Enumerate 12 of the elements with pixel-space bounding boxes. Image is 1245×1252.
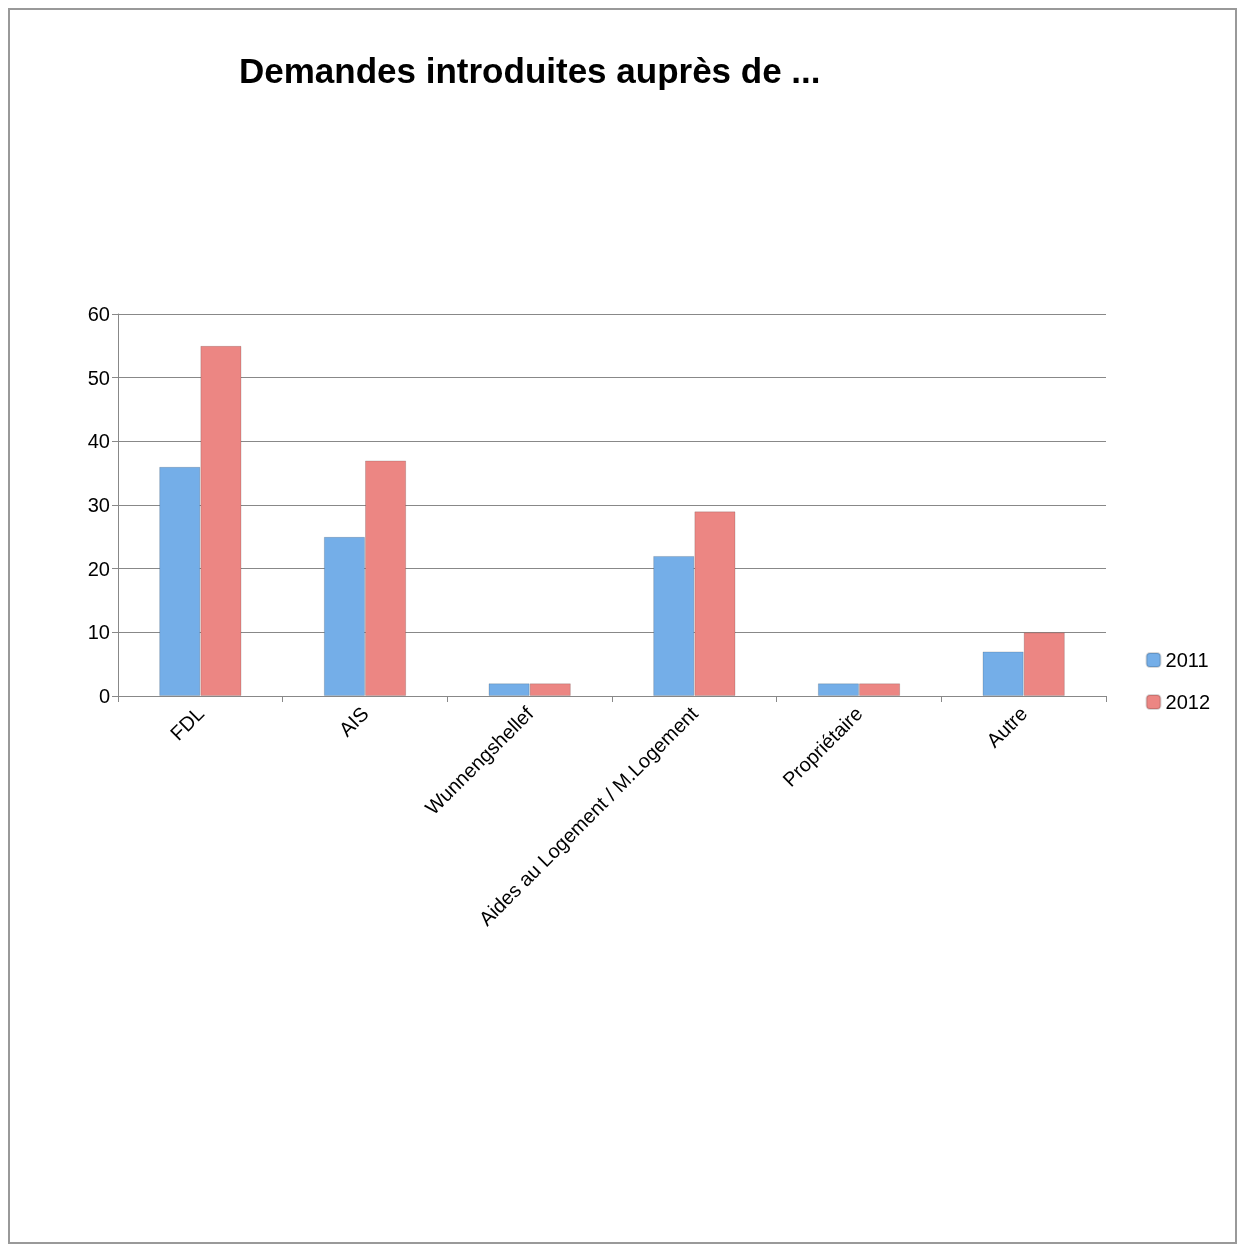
y-tick-label: 50 (87, 366, 110, 389)
y-tick-label: 40 (87, 430, 110, 453)
legend-label: 2012 (1165, 691, 1211, 713)
chart-title: Demandes introduites auprès de ... (239, 51, 821, 90)
y-tick-label: 10 (87, 621, 110, 644)
legend-label: 2011 (1165, 649, 1209, 671)
y-tick-label: 0 (98, 685, 110, 707)
x-tick-label: FDL (165, 702, 209, 745)
x-tick-label: AIS (334, 702, 373, 741)
y-tick-label: 60 (87, 303, 110, 325)
y-tick-label: 30 (87, 494, 110, 516)
y-tick-label: 20 (87, 557, 110, 580)
